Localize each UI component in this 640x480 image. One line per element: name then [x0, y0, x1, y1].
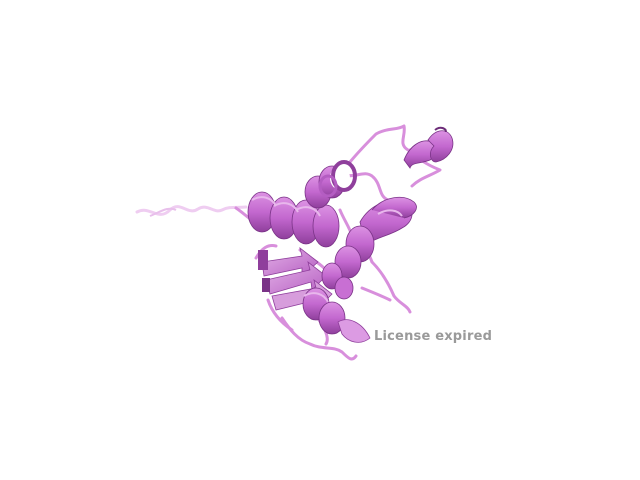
helix-lower: [302, 287, 371, 343]
helix-upper: [304, 160, 357, 209]
license-expired-watermark: License expired: [374, 329, 493, 344]
n-terminal-tail: [135, 205, 248, 216]
helix-right-cluster: [334, 196, 417, 279]
helix-mid: [321, 262, 354, 300]
helix-central-long: [247, 191, 340, 248]
helix-top-right: [403, 126, 454, 169]
beta-sheet: [258, 246, 333, 311]
